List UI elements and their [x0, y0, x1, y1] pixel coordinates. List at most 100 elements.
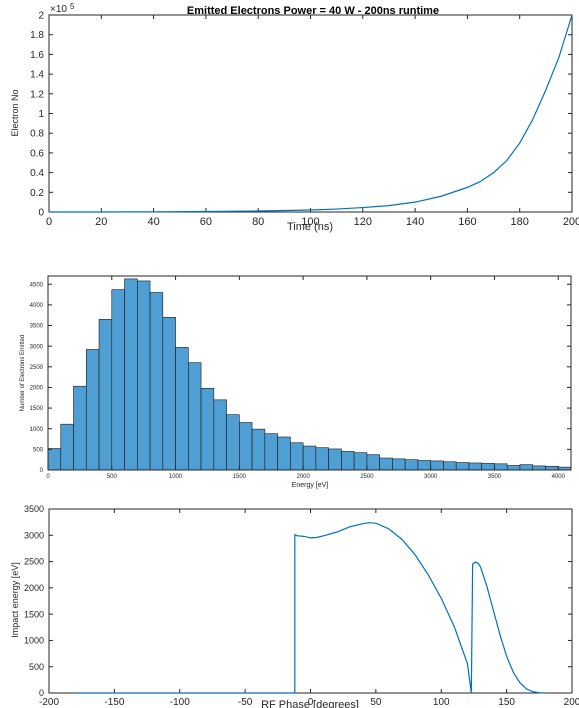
histogram-bar	[277, 436, 291, 471]
y-tick-label: 0.8	[30, 129, 44, 140]
histogram-bar	[481, 463, 495, 471]
x-tick-label: 120	[354, 216, 372, 228]
x-axis: 0 500 1000 1500 2000 2500 3000 3500 4000	[46, 276, 566, 480]
x-tick-label: 3500	[488, 474, 502, 480]
x-axis: -200 -150 -100 -50 0 50 100 150 200	[39, 509, 579, 708]
histogram-bar	[98, 319, 113, 471]
histogram-bar	[302, 445, 317, 471]
x-tick-label: -100	[170, 697, 190, 708]
y-tick-label: 1.2	[30, 89, 44, 100]
y-axis-label: Electron No	[10, 89, 20, 136]
y-tick-label: 500	[33, 447, 44, 453]
x-tick-label: 180	[511, 216, 529, 228]
x-tick-label: 1000	[169, 474, 183, 480]
x-tick-label: 0	[308, 697, 314, 708]
y-axis-label: Number of Electrons Emitted	[20, 335, 26, 412]
y-multiplier: ×10	[50, 4, 67, 15]
histogram-bar	[468, 462, 483, 471]
x-tick-label: 3000	[424, 474, 438, 480]
histogram-bar	[111, 289, 125, 471]
y-exponent: 5	[70, 2, 75, 11]
x-tick-label: -50	[238, 697, 253, 708]
y-tick-label: 0.4	[30, 168, 44, 179]
x-tick-label: 100	[433, 697, 450, 708]
y-tick-label: 1500	[24, 609, 44, 619]
y-tick-label: 2000	[24, 583, 44, 593]
x-tick-label: 140	[406, 216, 424, 228]
y-tick-label: 500	[29, 662, 44, 672]
x-tick-label: 50	[370, 697, 382, 708]
y-tick-label: 0.2	[30, 188, 44, 199]
x-tick-label: 0	[46, 474, 50, 480]
y-tick-label: 1000	[24, 636, 44, 646]
histogram-bar	[506, 465, 521, 471]
histogram-bar	[213, 399, 227, 471]
y-tick-label: 2500	[30, 365, 44, 371]
x-tick-label: -200	[39, 697, 59, 708]
x-tick-label: 1500	[233, 474, 247, 480]
x-tick-label: 40	[147, 216, 159, 228]
y-tick-label: 3500	[30, 324, 44, 330]
plot-frame	[48, 14, 573, 213]
y-axis: 0 500 1000 1500 2000 2500 3000 3500 4000 4500	[30, 282, 571, 474]
y-tick-label: 1500	[30, 406, 44, 412]
y-axis: 0 500 1000 1500 2000 2500 3000 3500	[24, 504, 572, 698]
y-tick-label: 4500	[30, 282, 44, 288]
impact-energy-line	[75, 522, 546, 694]
histogram-bar	[226, 414, 240, 471]
histogram-bar	[200, 387, 215, 471]
x-axis-label: RF Phase [degrees]	[261, 699, 359, 708]
histogram-bar	[341, 451, 355, 471]
y-tick-label: 4000	[30, 303, 44, 309]
histogram-bar	[353, 452, 368, 471]
y-tick-label: 0.6	[30, 148, 44, 159]
x-tick-label: 200	[564, 697, 579, 708]
x-tick-label: 2500	[360, 474, 374, 480]
y-axis-label: Impact energy [eV]	[10, 562, 20, 638]
histogram-bar	[264, 433, 278, 471]
x-axis: 0 20 40 60 80 100 120 140 160 180 200	[46, 15, 579, 228]
histogram-bar	[430, 460, 444, 471]
histogram-bar	[47, 448, 62, 471]
histogram-bar	[366, 454, 380, 471]
histogram-bar	[455, 462, 470, 471]
histogram-bar	[290, 442, 304, 471]
y-exponent-label: ×10 5	[50, 2, 75, 15]
y-tick-label: 3500	[24, 504, 44, 514]
histogram-bar	[443, 461, 457, 471]
y-tick-label: 3000	[30, 344, 44, 350]
y-tick-label: 2	[38, 11, 44, 22]
histogram-bar	[149, 292, 164, 471]
histogram-bar	[494, 463, 508, 471]
histogram-bar	[136, 280, 151, 471]
x-tick-label: 4000	[552, 474, 566, 480]
y-tick-label: 0	[38, 208, 44, 219]
histogram-bar	[379, 457, 393, 471]
y-tick-label: 0	[40, 468, 44, 474]
y-tick-label: 0	[39, 688, 44, 698]
histogram-bar	[519, 464, 534, 471]
y-tick-label: 3000	[24, 530, 44, 540]
y-tick-label: 2500	[24, 557, 44, 567]
x-tick-label: 20	[95, 216, 107, 228]
histogram-bar	[188, 362, 202, 471]
y-tick-label: 1.8	[30, 30, 44, 41]
y-tick-label: 2000	[30, 386, 44, 392]
histogram-bar	[175, 347, 189, 471]
histogram-bar	[417, 460, 431, 471]
histogram-bar	[328, 448, 342, 471]
histogram-bar	[85, 349, 100, 471]
x-tick-label: 160	[458, 216, 476, 228]
x-tick-label: 2000	[296, 474, 310, 480]
histogram-bar	[392, 458, 406, 471]
x-tick-label: 0	[46, 216, 52, 228]
histogram-bars	[47, 278, 572, 471]
y-tick-label: 1.4	[30, 70, 44, 81]
histogram-bar	[60, 423, 74, 471]
chart-time-electrons: Emitted Electrons Power = 40 W - 200ns r…	[10, 2, 579, 233]
x-tick-label: 60	[200, 216, 212, 228]
histogram-bar	[404, 459, 419, 471]
plot-frame	[47, 275, 572, 471]
histogram-bar	[545, 465, 559, 471]
histogram-bar	[532, 465, 546, 471]
